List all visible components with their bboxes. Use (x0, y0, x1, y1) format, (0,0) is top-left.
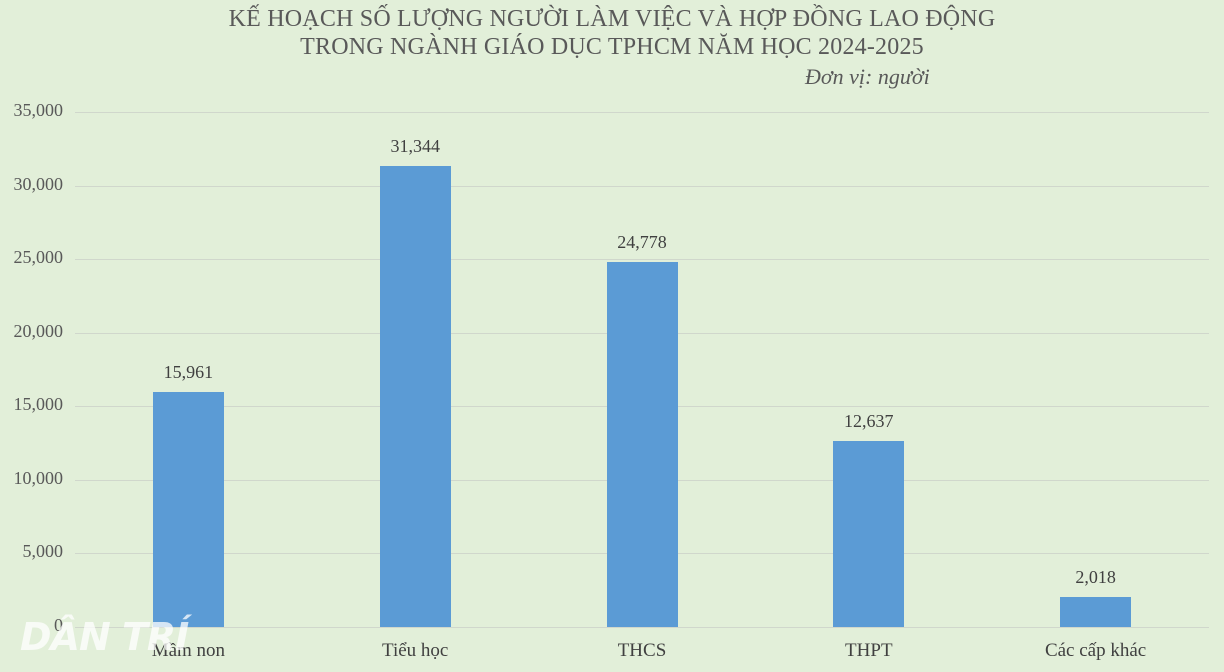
chart-title-line-1: KẾ HOẠCH SỐ LƯỢNG NGƯỜI LÀM VIỆC VÀ HỢP … (228, 6, 996, 32)
y-tick-label: 5,000 (22, 541, 64, 562)
x-category-label: Các cấp khác (1044, 640, 1147, 661)
y-tick-label: 10,000 (13, 467, 64, 488)
y-tick-label: 15,000 (13, 394, 64, 415)
y-tick-label: 30,000 (13, 173, 64, 194)
x-category-label: THPT (845, 640, 893, 661)
y-tick-label: 25,000 (13, 247, 64, 268)
y-tick-label: 35,000 (13, 100, 64, 120)
gridline (75, 627, 1209, 628)
bar (379, 165, 451, 627)
bar-value-label: 2,018 (1075, 567, 1116, 588)
gridline (75, 185, 1209, 187)
gridline (75, 112, 1209, 113)
x-category-label: Mầm non (151, 640, 226, 661)
x-category-label: THCS (617, 640, 667, 661)
x-category-label: Tiểu học (382, 640, 449, 661)
unit-label: Đơn vị: người (805, 64, 930, 89)
bar (606, 262, 678, 627)
bar (152, 392, 224, 627)
bar-value-label: 24,778 (617, 232, 667, 253)
plot-area: 15,961 31,344 24,778 12,637 2,018 (75, 112, 1209, 628)
bar (833, 441, 905, 627)
chart-title-line-2: TRONG NGÀNH GIÁO DỤC TPHCM NĂM HỌC 2024-… (300, 34, 924, 60)
y-tick-label: 0 (54, 615, 63, 635)
bar-value-label: 12,637 (844, 411, 894, 432)
bar-value-label: 31,344 (390, 135, 440, 156)
bar (1060, 597, 1132, 627)
dantri-watermark-logo: DÂN TRÍ (20, 615, 189, 659)
y-tick-label: 20,000 (13, 320, 64, 341)
gridline (75, 259, 1209, 261)
bar-value-label: 15,961 (163, 362, 214, 383)
